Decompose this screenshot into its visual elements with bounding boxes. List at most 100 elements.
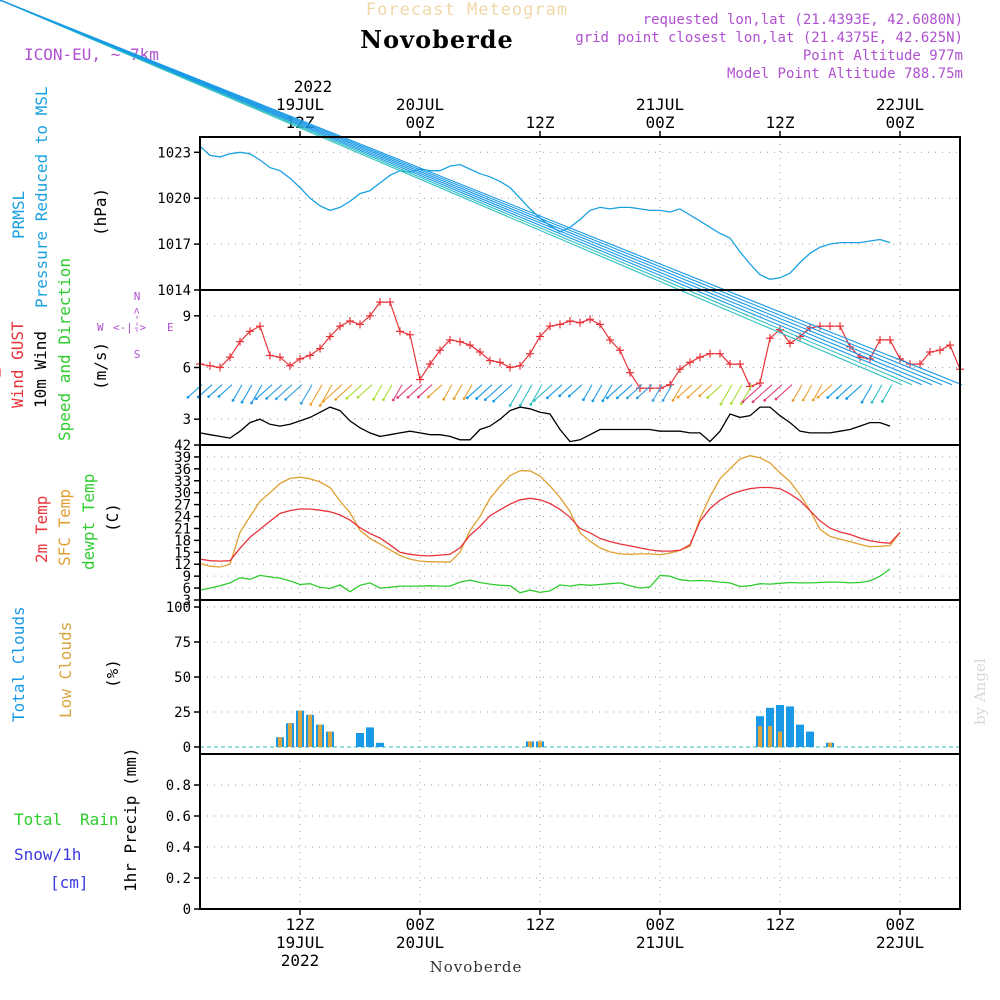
top-tick-hour: 00Z — [406, 113, 435, 132]
wind-arrow-head — [729, 401, 733, 405]
wind-arrow-head — [518, 403, 522, 407]
wind-arrow — [255, 384, 273, 400]
wind-arrow-head — [508, 404, 512, 407]
wind-arrow-head — [816, 395, 820, 399]
wind-arrow — [484, 384, 503, 401]
wind-arrow — [476, 384, 493, 399]
rain-rain-label: Rain — [80, 810, 119, 829]
y-tick-label: 33 — [174, 474, 191, 490]
temp-dewpt-label: dewpt Temp — [79, 474, 98, 570]
wind-arrow — [568, 384, 583, 397]
pressure-label-prmsl: PRMSL — [9, 191, 28, 239]
wind-arrow — [662, 384, 673, 401]
bottom-tick-hour: 12Z — [766, 915, 795, 934]
y-tick-label: 18 — [174, 533, 191, 549]
y-tick-label: 0.6 — [166, 809, 191, 825]
y-tick-label: 3 — [183, 412, 191, 428]
wind-arrow-head — [265, 397, 269, 400]
wind-arrow-head — [801, 398, 805, 402]
wind-arrow — [0, 0, 943, 386]
wind-arrow-head — [529, 402, 533, 406]
wind-arrow-head — [582, 398, 585, 402]
low-cloud-bar — [288, 723, 292, 747]
wind-arrow-head — [406, 395, 410, 399]
wind-arrow-head — [826, 396, 830, 399]
y-tick-label: 30 — [174, 486, 191, 502]
wind-arrow — [802, 384, 813, 401]
y-tick-label: 36 — [174, 462, 191, 478]
wind-arrow — [559, 384, 573, 397]
wind-arrow-head — [0, 0, 2, 2]
wind-arrow — [752, 384, 773, 403]
wind-arrow-head — [322, 399, 326, 403]
wind-arrow-head — [452, 397, 456, 400]
y-tick-label: 0.4 — [166, 840, 191, 856]
y-tick-label: 100 — [166, 600, 191, 616]
y-tick-label: 75 — [174, 635, 191, 651]
wind-arrow — [319, 384, 333, 406]
wind-arrow — [626, 384, 643, 399]
bottom-tick-hour: 00Z — [646, 915, 675, 934]
wind-arrow-head — [605, 396, 609, 400]
wind-arrow — [335, 384, 353, 400]
total-cloud-bar — [356, 733, 364, 747]
wind-arrow — [466, 384, 483, 399]
wind-arrow-head — [567, 394, 571, 398]
y-tick-label: 50 — [174, 670, 191, 686]
dewpt-line — [199, 568, 891, 594]
wind-arrow — [323, 384, 343, 402]
wind-gust-label: Wind GUST — [8, 321, 27, 408]
grid-point-coords: grid point closest lon,lat (21.4375E, 42… — [575, 30, 963, 46]
wind-arrow-head — [475, 397, 479, 400]
wind-arrow-head — [676, 395, 680, 399]
wind-arrow — [346, 384, 363, 399]
wind-arrow — [0, 0, 913, 386]
wind-arrow-head — [751, 400, 755, 404]
low-clouds-label: Low Clouds — [56, 622, 75, 718]
sfc-temp-line — [199, 455, 901, 568]
wind-arrow — [720, 384, 733, 405]
bottom-tick-hour: 00Z — [406, 915, 435, 934]
wind-arrow-head — [774, 397, 778, 401]
wind-arrow — [509, 384, 523, 406]
wind-arrow-head — [532, 399, 536, 402]
wind-arrow-head — [462, 397, 466, 400]
wind-arrow — [285, 384, 303, 400]
wind-arrow-head — [739, 402, 743, 406]
wind-arrow — [208, 384, 223, 398]
station-title: Novoberde — [360, 25, 514, 54]
wind-arrow-head — [811, 398, 815, 402]
total-cloud-bar — [376, 742, 384, 747]
low-cloud-bar — [328, 731, 332, 747]
bottom-tick-date: 20JUL — [396, 933, 444, 952]
total-cloud-bar — [786, 706, 794, 747]
y-tick-label: 0.2 — [166, 871, 191, 887]
y-tick-label: 1017 — [157, 237, 191, 253]
top-tick-hour: 12Z — [526, 113, 555, 132]
wind-arrow-head — [706, 396, 710, 399]
wind-arrow — [519, 384, 533, 406]
low-cloud-bar — [758, 726, 762, 747]
top-tick-date: 20JUL — [396, 95, 444, 114]
wind-arrow-head — [465, 396, 469, 400]
requested-coords: requested lon,lat (21.4393E, 42.6080N) — [643, 12, 963, 28]
wind-arrow-head — [651, 398, 655, 402]
wind-arrow — [602, 384, 613, 401]
panel-frame — [199, 444, 961, 601]
wind-arrow-head — [835, 396, 839, 400]
wind-arrow-head — [186, 395, 190, 399]
low-cloud-bar — [768, 726, 772, 747]
wind-arrow-head — [661, 398, 665, 402]
wind-arrow — [764, 384, 783, 401]
low-cloud-bar — [528, 741, 532, 747]
wind-arrow — [812, 384, 823, 401]
y-tick-label: 6 — [183, 581, 191, 597]
wind-arrow-head — [396, 396, 400, 399]
wind-arrow-head — [615, 396, 619, 400]
wind-arrow-head — [309, 402, 313, 406]
y-tick-label: 6 — [183, 361, 191, 377]
wind-arrow-head — [492, 399, 496, 403]
wind-arrow-head — [207, 395, 211, 399]
wind-arrow — [373, 384, 383, 400]
wind-arrow — [407, 384, 423, 398]
